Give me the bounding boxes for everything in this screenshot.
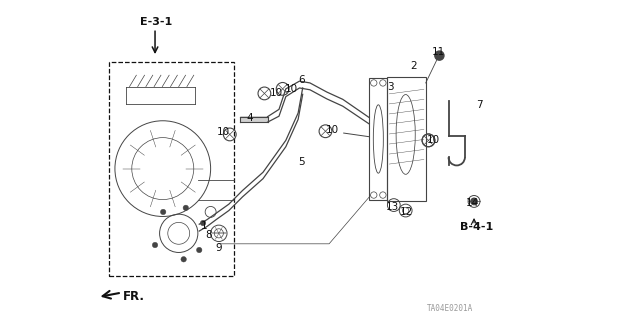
Text: 9: 9: [216, 243, 222, 253]
Text: 10: 10: [326, 125, 339, 135]
Text: 7: 7: [476, 100, 483, 110]
Text: 5: 5: [298, 157, 305, 167]
Circle shape: [161, 209, 166, 215]
Text: 13: 13: [387, 202, 399, 212]
Text: 10: 10: [217, 127, 230, 137]
Text: 11: 11: [432, 48, 445, 57]
Text: B-4-1: B-4-1: [460, 222, 493, 232]
Circle shape: [196, 247, 202, 253]
Text: 10: 10: [270, 88, 284, 99]
Circle shape: [183, 205, 189, 211]
Circle shape: [181, 256, 186, 262]
Text: E-3-1: E-3-1: [140, 17, 172, 27]
Text: 2: 2: [410, 61, 417, 71]
Text: 14: 14: [466, 198, 479, 208]
Text: TA04E0201A: TA04E0201A: [427, 304, 474, 313]
Text: 10: 10: [285, 84, 298, 94]
Circle shape: [200, 220, 206, 226]
Text: 6: 6: [298, 75, 305, 85]
Circle shape: [471, 198, 477, 204]
Text: 8: 8: [205, 230, 212, 240]
Text: 4: 4: [246, 114, 253, 123]
Text: 10: 10: [426, 135, 440, 145]
Text: 1: 1: [200, 220, 207, 231]
Text: 3: 3: [387, 82, 394, 92]
Text: FR.: FR.: [123, 290, 145, 303]
Circle shape: [152, 242, 158, 248]
Text: 12: 12: [400, 207, 413, 217]
Circle shape: [435, 51, 444, 60]
